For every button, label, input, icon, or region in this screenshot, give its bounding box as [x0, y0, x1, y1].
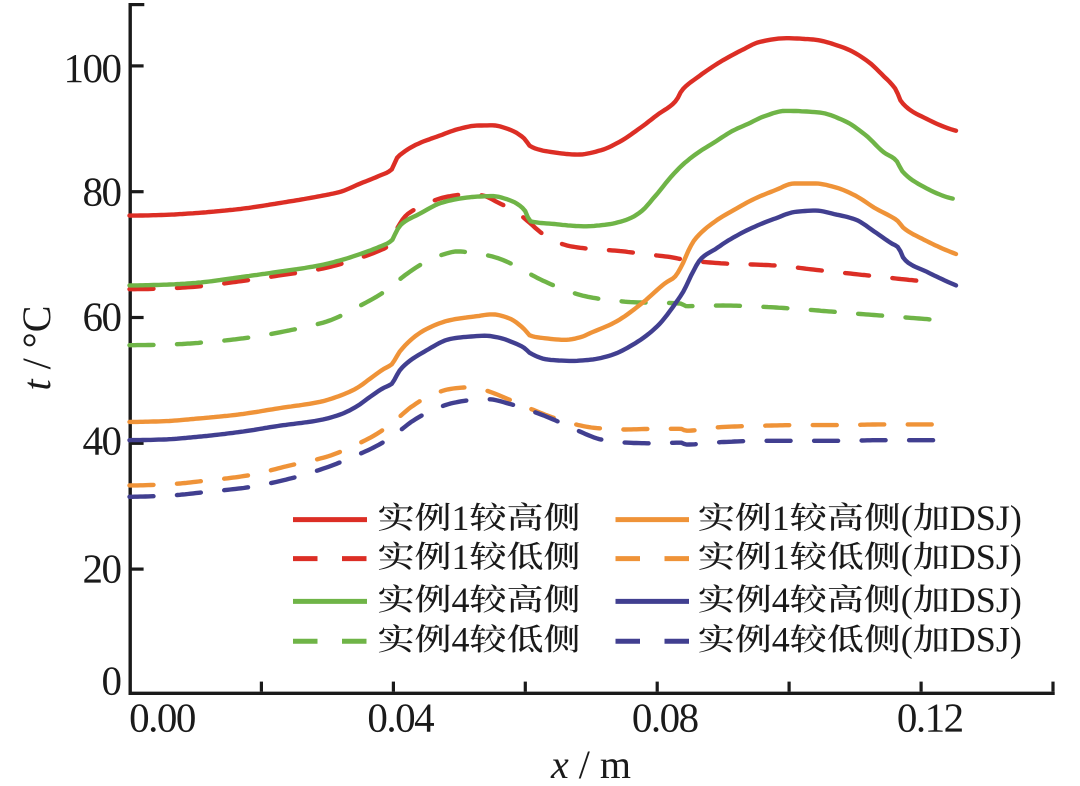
- svg-text:t / °C: t / °C: [14, 306, 59, 391]
- svg-text:(: (: [901, 498, 913, 538]
- svg-text:0.00: 0.00: [129, 695, 195, 741]
- svg-text:20: 20: [83, 546, 121, 592]
- svg-text:1: 1: [772, 498, 790, 538]
- svg-text:1: 1: [452, 537, 470, 577]
- svg-text:DSJ): DSJ): [950, 498, 1022, 538]
- svg-text:0.04: 0.04: [367, 695, 434, 741]
- svg-text:(: (: [901, 580, 913, 620]
- svg-text:80: 80: [83, 168, 121, 214]
- svg-text:4: 4: [772, 620, 790, 660]
- svg-text:0.12: 0.12: [897, 695, 963, 741]
- svg-text:4: 4: [452, 620, 470, 660]
- svg-text:4: 4: [772, 580, 790, 620]
- svg-text:(: (: [901, 537, 913, 577]
- svg-text:1: 1: [452, 498, 470, 538]
- svg-text:DSJ): DSJ): [950, 580, 1022, 620]
- svg-text:60: 60: [83, 294, 121, 340]
- svg-text:40: 40: [83, 418, 121, 464]
- svg-text:100: 100: [64, 45, 121, 91]
- svg-text:0: 0: [102, 658, 121, 704]
- svg-text:x / m: x / m: [550, 742, 631, 786]
- svg-text:1: 1: [772, 537, 790, 577]
- svg-text:(: (: [901, 620, 913, 660]
- svg-text:4: 4: [452, 580, 470, 620]
- svg-text:DSJ): DSJ): [950, 620, 1022, 660]
- svg-text:0.08: 0.08: [632, 695, 698, 741]
- svg-text:DSJ): DSJ): [950, 537, 1022, 577]
